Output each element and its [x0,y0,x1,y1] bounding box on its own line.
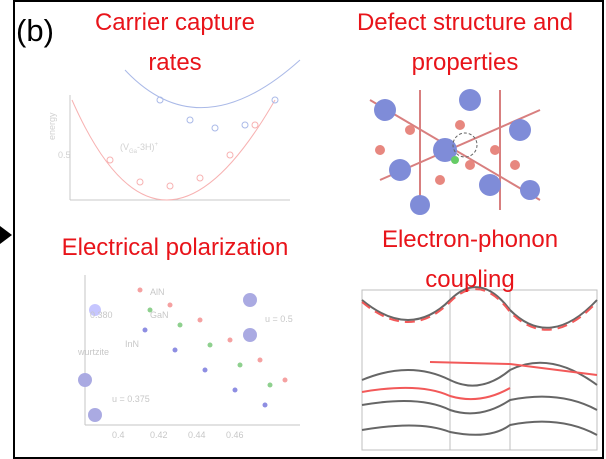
tick-label: 0.42 [150,430,168,440]
panel-title: Electrical polarization [62,234,289,261]
axis-label: energy [47,112,57,140]
tick-label: 0.44 [188,430,206,440]
annotation: u = 0.375 [112,394,150,404]
arrow [0,226,12,244]
panel-title: properties [412,49,519,76]
tick-label: 0.4 [112,430,125,440]
annotation: wurtzite [77,347,109,357]
tick-label: 0.46 [226,430,244,440]
tick-label: 0.5 [58,150,71,160]
panel-title: rates [148,49,201,76]
panel-title: Carrier capture [95,9,255,36]
panel-label: (b) [16,13,54,48]
panel-title: Defect structure and [357,9,573,36]
annotation: 0.380 [90,310,113,320]
panel-title: coupling [425,266,514,293]
annotation-part: -3H) [137,142,155,152]
series-label: InN [125,339,139,349]
series-label: AlN [150,287,165,297]
annotation-part: + [155,142,159,148]
panel-title: Electron-phonon [382,226,558,253]
annotation-part: (V [120,142,129,152]
annotation: u = 0.5 [265,314,293,324]
figure: energy 0.5 (VGa-3H)+ AlN GaN InN wurtzit… [0,0,606,459]
series-label: GaN [150,310,169,320]
